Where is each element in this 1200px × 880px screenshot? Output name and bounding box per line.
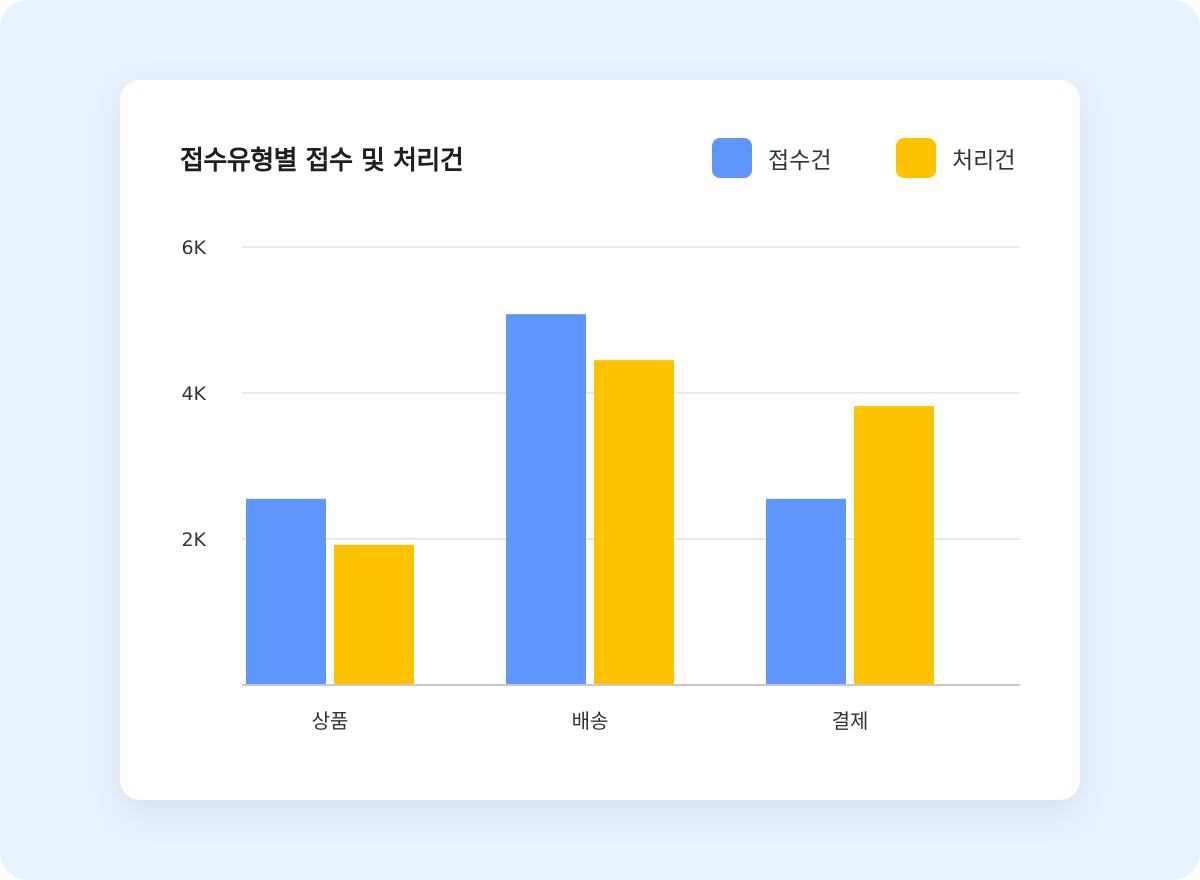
y-tick-label: 6K — [181, 237, 206, 259]
legend-label-series-1: 접수건 — [768, 148, 832, 174]
bar-series-2 — [854, 406, 934, 685]
legend-swatch-series-2 — [896, 138, 936, 178]
y-tick-label: 2K — [181, 529, 206, 551]
bar-series-2 — [594, 360, 674, 685]
legend-item-series-2: 처리건 — [896, 138, 1015, 178]
chart-title: 접수유형별 접수 및 처리건 — [180, 146, 464, 176]
legend-swatch-series-1 — [712, 138, 752, 178]
y-tick-label: 4K — [181, 383, 206, 405]
chart-card: 접수유형별 접수 및 처리건 접수건 처리건 2K 4K 6K 상품 배송 결제 — [120, 80, 1080, 800]
legend-item-series-1: 접수건 — [712, 138, 831, 178]
bar-series-1 — [506, 314, 586, 685]
x-category-label: 결제 — [832, 709, 869, 733]
bar-series-1 — [246, 498, 326, 685]
legend-label-series-2: 처리건 — [952, 148, 1016, 174]
bar-chart: 2K 4K 6K 상품 배송 결제 — [181, 237, 1020, 733]
x-category-label: 상품 — [312, 709, 349, 733]
bar-series-1 — [766, 498, 846, 685]
x-category-label: 배송 — [572, 709, 609, 733]
bar-series-2 — [334, 544, 414, 685]
